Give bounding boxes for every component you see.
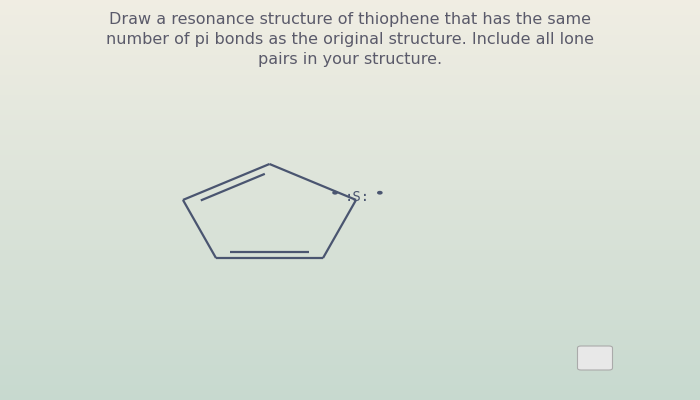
FancyBboxPatch shape [578,346,612,370]
Circle shape [333,192,337,194]
Text: :S:: :S: [345,190,370,204]
Text: Draw a resonance structure of thiophene that has the same
number of pi bonds as : Draw a resonance structure of thiophene … [106,12,594,67]
Circle shape [378,192,382,194]
